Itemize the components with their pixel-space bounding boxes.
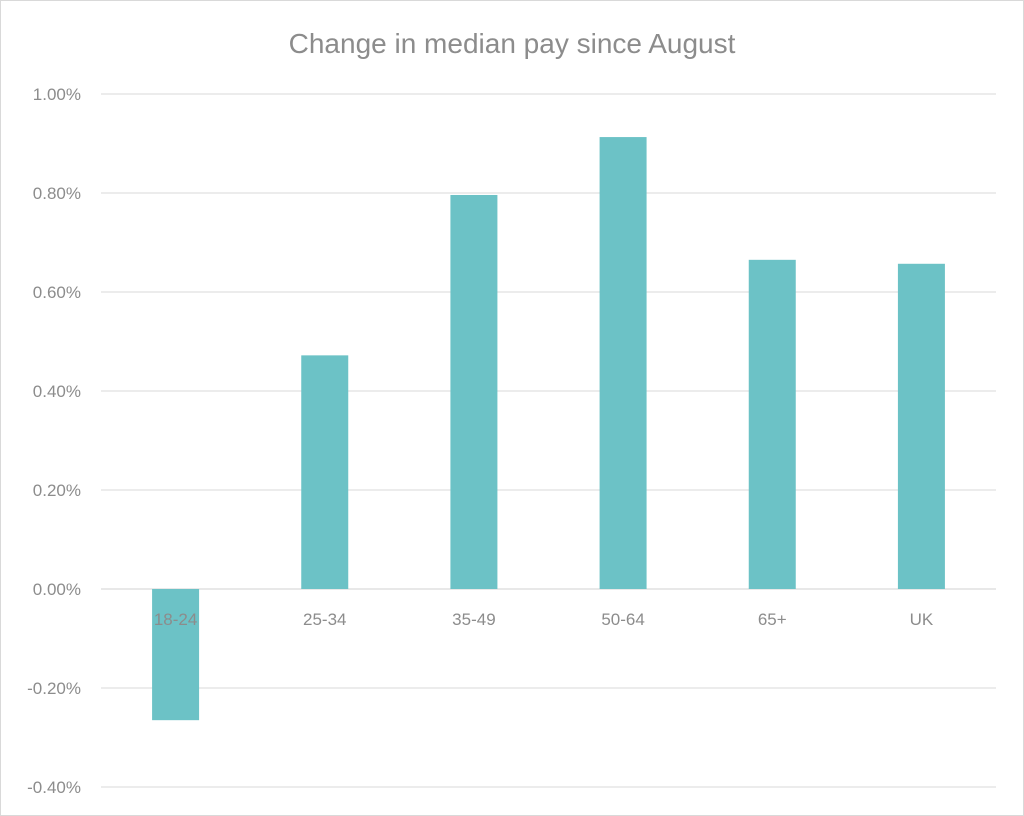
bar-35-49	[450, 194, 498, 590]
y-tick-label: 0.40%	[33, 382, 81, 401]
x-tick-label: 25-34	[303, 610, 346, 629]
y-tick-label: -0.20%	[27, 679, 81, 698]
bar-UK	[897, 263, 945, 589]
chart-title: Change in median pay since August	[289, 28, 736, 59]
x-tick-label: 18-24	[154, 610, 197, 629]
bar-25-34	[301, 355, 349, 589]
x-tick-label: 35-49	[452, 610, 495, 629]
y-tick-label: 0.80%	[33, 184, 81, 203]
bar-18-24	[152, 589, 200, 721]
y-tick-label: -0.40%	[27, 778, 81, 797]
gridlines	[101, 93, 996, 788]
y-tick-label: 0.60%	[33, 283, 81, 302]
bar-50-64	[599, 137, 647, 589]
y-tick-label: 1.00%	[33, 85, 81, 104]
bar-65+	[748, 259, 796, 589]
x-axis-tick-labels: 18-24 25-34 35-49 50-64 65+ UK	[154, 610, 934, 629]
x-tick-label: 65+	[758, 610, 787, 629]
y-tick-label: 0.20%	[33, 481, 81, 500]
x-tick-label: 50-64	[601, 610, 644, 629]
bars	[152, 137, 945, 721]
x-tick-label: UK	[910, 610, 934, 629]
y-axis-tick-labels: 1.00% 0.80% 0.60% 0.40% 0.20% 0.00% -0.20% -0.4…	[27, 85, 81, 797]
y-tick-label: 0.00%	[33, 580, 81, 599]
